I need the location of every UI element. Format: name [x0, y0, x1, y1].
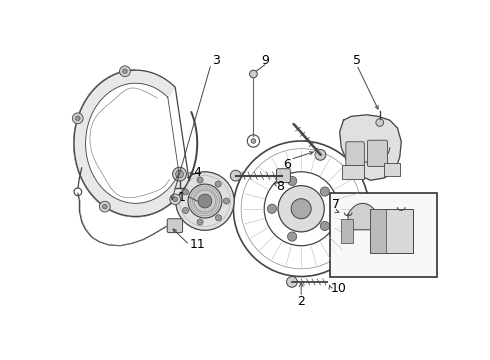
- Text: 9: 9: [261, 54, 269, 67]
- Circle shape: [120, 66, 130, 77]
- Circle shape: [223, 198, 230, 204]
- FancyBboxPatch shape: [341, 219, 353, 243]
- FancyBboxPatch shape: [276, 169, 291, 183]
- Polygon shape: [74, 70, 189, 216]
- Text: 2: 2: [297, 294, 305, 308]
- FancyBboxPatch shape: [167, 219, 183, 233]
- Circle shape: [99, 201, 110, 212]
- FancyBboxPatch shape: [342, 165, 364, 179]
- Circle shape: [122, 69, 127, 73]
- Circle shape: [278, 186, 324, 232]
- Circle shape: [197, 219, 203, 225]
- FancyBboxPatch shape: [384, 163, 400, 176]
- Text: 10: 10: [330, 282, 346, 294]
- Bar: [330, 193, 437, 276]
- Circle shape: [173, 197, 177, 202]
- Text: 11: 11: [189, 238, 205, 251]
- Circle shape: [291, 199, 311, 219]
- Text: 1: 1: [178, 191, 186, 204]
- Circle shape: [176, 170, 183, 178]
- Circle shape: [102, 204, 107, 209]
- Circle shape: [182, 207, 189, 213]
- Text: 8: 8: [276, 180, 284, 193]
- Polygon shape: [348, 203, 377, 230]
- Circle shape: [288, 176, 297, 185]
- Circle shape: [175, 172, 234, 230]
- Text: 3: 3: [213, 54, 220, 67]
- Text: 4: 4: [193, 166, 201, 179]
- Circle shape: [215, 181, 221, 187]
- FancyBboxPatch shape: [370, 209, 413, 253]
- Circle shape: [251, 139, 256, 143]
- Text: 7: 7: [332, 198, 340, 211]
- Circle shape: [288, 232, 297, 241]
- Circle shape: [249, 70, 257, 78]
- FancyBboxPatch shape: [368, 140, 388, 166]
- Circle shape: [320, 221, 329, 230]
- FancyBboxPatch shape: [346, 142, 365, 166]
- Circle shape: [75, 116, 80, 121]
- Circle shape: [170, 194, 181, 205]
- Text: 6: 6: [283, 158, 291, 171]
- Circle shape: [182, 189, 189, 195]
- Circle shape: [320, 187, 329, 196]
- Text: 5: 5: [353, 54, 361, 67]
- Polygon shape: [340, 115, 401, 180]
- Circle shape: [197, 177, 203, 183]
- Circle shape: [172, 167, 187, 181]
- Circle shape: [376, 119, 384, 126]
- Circle shape: [73, 113, 83, 124]
- Circle shape: [188, 184, 222, 218]
- FancyBboxPatch shape: [370, 209, 386, 253]
- Circle shape: [287, 276, 297, 287]
- Circle shape: [198, 194, 212, 208]
- Circle shape: [230, 170, 241, 181]
- Circle shape: [216, 215, 221, 221]
- Circle shape: [268, 204, 276, 213]
- Circle shape: [315, 149, 326, 160]
